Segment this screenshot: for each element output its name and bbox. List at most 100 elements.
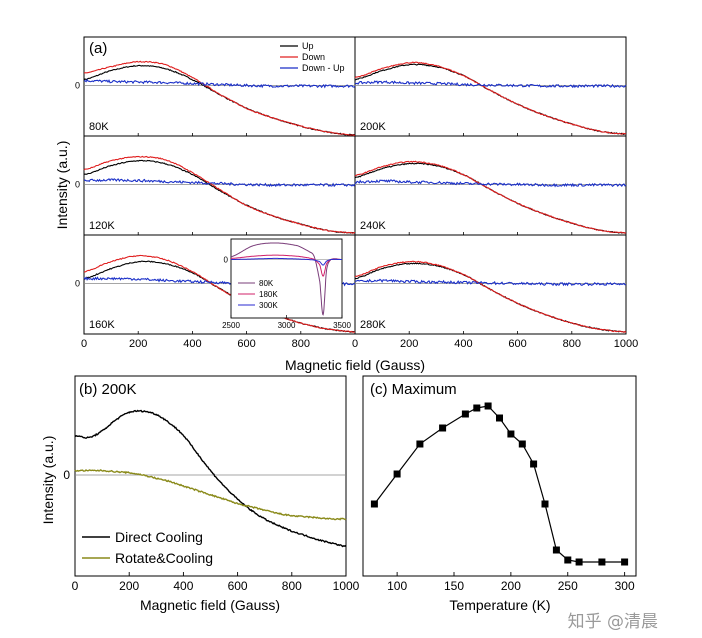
series-diff-240K <box>354 179 627 188</box>
panel-c-point-80K <box>370 500 378 508</box>
panel-c-point-140K <box>439 424 447 432</box>
panel-c-xtick-label: 150 <box>444 579 464 593</box>
inset-xtick-label: 3000 <box>278 321 296 330</box>
panel-a-ylabel: Intensity (a.u.) <box>54 141 70 230</box>
panel-frame-120K <box>83 135 356 236</box>
panel-c-point-280K <box>598 558 606 566</box>
panel-frame-280K <box>354 234 627 335</box>
panel-c-title: (c) Maximum <box>370 381 457 398</box>
series-up-240K <box>354 162 627 234</box>
series-diff-80K <box>83 78 356 89</box>
panel-c-point-250K <box>564 556 572 564</box>
inset-legend-label-180K: 180K <box>259 290 278 299</box>
ytick-zero-80K: 0 <box>75 81 80 91</box>
temp-label-160K: 160K <box>89 319 115 331</box>
panel-c-point-200K <box>507 430 515 438</box>
panel-b-chart: 0 0 200 400 600 800 1000 <box>63 375 360 593</box>
inset-legend-label-300K: 300K <box>259 301 278 310</box>
panel-b-xtick-label: 800 <box>282 579 302 593</box>
panel-c-frame <box>362 375 637 577</box>
series-up-120K <box>83 159 356 234</box>
panel-a-label: (a) <box>89 40 107 57</box>
series-down-160K <box>84 254 356 334</box>
panel-c-point-170K <box>473 404 481 412</box>
xtick-label: 0 <box>81 338 87 350</box>
panel-b-legend: Direct Cooling Rotate&Cooling <box>82 529 213 566</box>
panel-a-xlabel: Magnetic field (Gauss) <box>285 357 425 373</box>
temp-label-120K: 120K <box>89 220 115 232</box>
series-down-280K <box>354 260 627 333</box>
inset-ytick-zero: 0 <box>224 256 229 265</box>
series-diff-120K <box>83 178 356 188</box>
xtick-label: 0 <box>352 338 358 350</box>
temp-label-200K: 200K <box>360 121 386 133</box>
legend-label-rotate-cooling: Rotate&Cooling <box>115 550 213 566</box>
ytick-zero-120K: 0 <box>75 180 80 190</box>
series-down-80K <box>84 60 356 136</box>
panel-b-xtick-label: 400 <box>173 579 193 593</box>
inset-chart: 0 2500 3000 3500 80K 180K 300K <box>222 238 351 330</box>
ytick-zero-160K: 0 <box>75 279 80 289</box>
panel-b-xlabel: Magnetic field (Gauss) <box>140 597 280 613</box>
panel-c-point-160K <box>461 410 469 418</box>
panel-c-xtick-label: 100 <box>387 579 407 593</box>
inset-series-80K <box>230 242 342 316</box>
panel-c-point-260K <box>575 558 583 566</box>
panel-c-point-210K <box>518 440 526 448</box>
xtick-label: 600 <box>237 338 255 350</box>
xtick-label: 600 <box>508 338 526 350</box>
panel-c-connect-line <box>373 405 625 563</box>
series-down-240K <box>354 160 627 234</box>
xtick-label: 800 <box>292 338 310 350</box>
panel-c-xtick-label: 300 <box>615 579 635 593</box>
series-diff-200K <box>354 80 627 89</box>
panel-c-point-300K <box>621 558 629 566</box>
temp-label-80K: 80K <box>89 121 109 133</box>
inset-xtick-label: 3500 <box>333 321 351 330</box>
panel-a-data: 80K 200K 120K 240K 160K 280K <box>83 60 627 334</box>
xtick-label: 400 <box>183 338 201 350</box>
panel-c-point-190K <box>496 414 503 422</box>
panel-c-point-240K <box>552 546 560 554</box>
legend-label-down: Down <box>302 52 325 62</box>
xtick-label: 200 <box>129 338 147 350</box>
panel-c-chart: 100 150 200 250 300 <box>362 375 637 593</box>
panel-b-xtick-label: 0 <box>72 579 79 593</box>
panel-c-xtick-label: 250 <box>558 579 578 593</box>
panel-b-frame <box>74 375 347 577</box>
inset-series-180K <box>231 254 342 277</box>
panel-b-title: (b) 200K <box>79 381 137 398</box>
xtick-label: 800 <box>563 338 581 350</box>
panel-c-xlabel: Temperature (K) <box>449 597 550 613</box>
panel-b-series-Direct Cooling <box>74 409 347 548</box>
panel-b-ylabel: Intensity (a.u.) <box>40 436 56 525</box>
panel-a-frames <box>83 36 627 335</box>
inset-legend-label-80K: 80K <box>259 279 274 288</box>
panel-b-xtick-label: 600 <box>228 579 248 593</box>
panel-b-xtick-label: 1000 <box>333 579 360 593</box>
legend-label-up: Up <box>302 41 314 51</box>
panel-c-xtick-label: 200 <box>501 579 521 593</box>
xtick-label: 200 <box>400 338 418 350</box>
temp-label-240K: 240K <box>360 220 386 232</box>
panel-c-point-220K <box>530 460 538 468</box>
temp-label-280K: 280K <box>360 319 386 331</box>
series-up-280K <box>354 262 627 333</box>
panel-c-point-230K <box>541 500 549 508</box>
panel-b-xtick-label: 200 <box>119 579 139 593</box>
inset-xtick-label: 2500 <box>222 321 240 330</box>
panel-b-series-Rotate&Cooling <box>74 469 347 521</box>
series-down-200K <box>354 61 627 135</box>
series-diff-280K <box>354 278 627 287</box>
xtick-label: 400 <box>454 338 472 350</box>
panel-c-point-120K <box>416 440 424 448</box>
panel-a-legend: Up Down Down - Up <box>280 41 345 73</box>
series-down-120K <box>83 155 355 235</box>
panel-a-ticks: 0 0 0 0 200 400 600 800 200 400 600 800 1000 0 <box>75 81 638 350</box>
series-up-200K <box>354 63 627 136</box>
legend-label-direct-cooling: Direct Cooling <box>115 529 203 545</box>
panel-b-ytick-zero: 0 <box>63 468 70 482</box>
watermark: 知乎 @清晨 <box>567 612 658 632</box>
legend-label-diff: Down - Up <box>302 63 345 73</box>
